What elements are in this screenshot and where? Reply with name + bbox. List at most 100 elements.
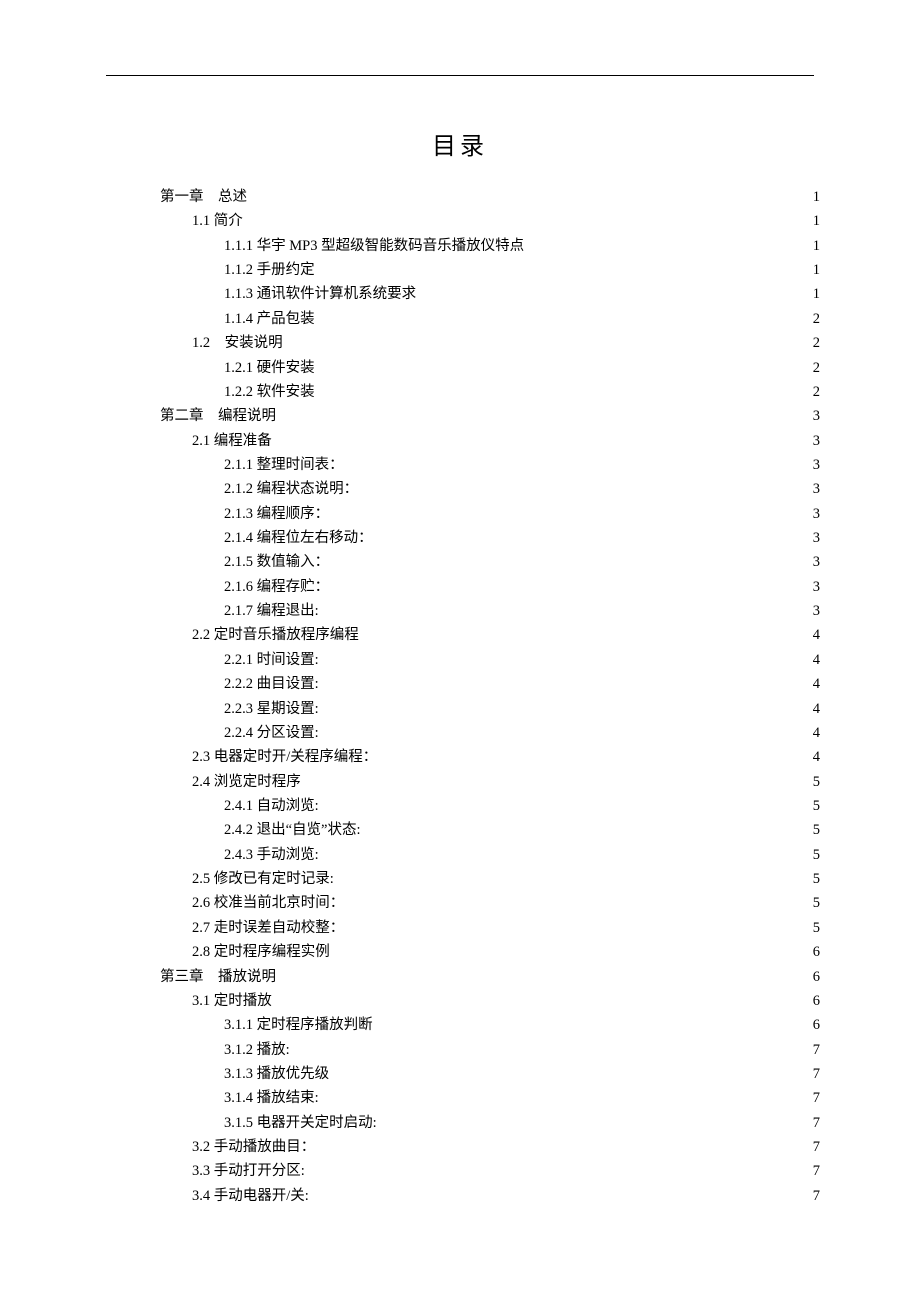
toc-entry: 2.3 电器定时开/关程序编程：4: [160, 745, 820, 769]
toc-entry: 2.7 走时误差自动校整： 5: [160, 916, 820, 940]
toc-entry-page: 7: [813, 1111, 820, 1135]
toc-entry-page: 7: [813, 1135, 820, 1159]
toc-entry-label: 2.4.1 自动浏览:: [224, 794, 319, 818]
toc-entry: 2.1.3 编程顺序： 3: [160, 502, 820, 526]
toc-entry-label: 3.1 定时播放: [192, 989, 272, 1013]
toc-entry: 2.1.7 编程退出:3: [160, 599, 820, 623]
toc-entry-label: 2.1.6 编程存贮：: [224, 575, 329, 599]
toc-entry: 2.5 修改已有定时记录:5: [160, 867, 820, 891]
toc-entry-page: 3: [813, 453, 820, 477]
toc-entry-page: 2: [813, 356, 820, 380]
toc-entry-page: 2: [813, 331, 820, 355]
toc-entry-label: 2.2.3 星期设置:: [224, 697, 319, 721]
toc-entry-page: 1: [813, 234, 820, 258]
toc-entry-label: 2.1.2 编程状态说明：: [224, 477, 358, 501]
toc-entry-page: 7: [813, 1086, 820, 1110]
toc-entry: 1.1.1 华宇 MP3 型超级智能数码音乐播放仪特点 1: [160, 234, 820, 258]
toc-entry: 1.1.4 产品包装2: [160, 307, 820, 331]
toc-entry: 2.6 校准当前北京时间：5: [160, 891, 820, 915]
toc-entry-label: 2.6 校准当前北京时间：: [192, 891, 344, 915]
toc-entry: 1.2.1 硬件安装 2: [160, 356, 820, 380]
toc-entry-label: 2.8 定时程序编程实例: [192, 940, 330, 964]
toc-entry-label: 3.4 手动电器开/关:: [192, 1184, 309, 1208]
toc-entry-page: 5: [813, 916, 820, 940]
toc-entry-label: 1.1.1 华宇 MP3 型超级智能数码音乐播放仪特点: [224, 234, 524, 258]
toc-entry: 3.4 手动电器开/关: 7: [160, 1184, 820, 1208]
toc-entry-page: 3: [813, 429, 820, 453]
toc-entry-page: 4: [813, 648, 820, 672]
toc-entry-page: 6: [813, 940, 820, 964]
toc-entry: 3.1.5 电器开关定时启动:7: [160, 1111, 820, 1135]
toc-entry-label: 1.2.2 软件安装: [224, 380, 315, 404]
toc-title: 目录: [100, 126, 820, 161]
toc-entry-page: 3: [813, 526, 820, 550]
toc-entry-label: 3.3 手动打开分区:: [192, 1159, 305, 1183]
toc-entry-page: 1: [813, 185, 820, 209]
toc-entry-label: 3.1.1 定时程序播放判断: [224, 1013, 373, 1037]
toc-entry-label: 1.1.3 通讯软件计算机系统要求: [224, 282, 416, 306]
toc-entry: 1.2.2 软件安装 2: [160, 380, 820, 404]
toc-list: 第一章 总述11.1 简介11.1.1 华宇 MP3 型超级智能数码音乐播放仪特…: [100, 185, 820, 1208]
toc-entry-label: 2.7 走时误差自动校整：: [192, 916, 344, 940]
toc-entry-label: 第一章 总述: [160, 185, 247, 209]
toc-entry-page: 7: [813, 1062, 820, 1086]
toc-entry-label: 2.4.3 手动浏览:: [224, 843, 319, 867]
toc-entry-label: 2.1.1 整理时间表：: [224, 453, 344, 477]
toc-entry: 1.2 安装说明2: [160, 331, 820, 355]
toc-entry-page: 3: [813, 502, 820, 526]
toc-entry: 2.2.1 时间设置: 4: [160, 648, 820, 672]
toc-entry-label: 2.1 编程准备: [192, 429, 272, 453]
toc-entry-page: 5: [813, 843, 820, 867]
toc-entry-label: 1.1 简介: [192, 209, 243, 233]
toc-entry-page: 4: [813, 721, 820, 745]
toc-entry: 3.1 定时播放6: [160, 989, 820, 1013]
toc-entry-page: 3: [813, 477, 820, 501]
toc-entry: 3.1.2 播放:7: [160, 1038, 820, 1062]
toc-entry: 2.2 定时音乐播放程序编程4: [160, 623, 820, 647]
toc-entry: 3.1.3 播放优先级 7: [160, 1062, 820, 1086]
toc-entry: 2.2.3 星期设置: 4: [160, 697, 820, 721]
toc-entry: 2.4 浏览定时程序5: [160, 770, 820, 794]
toc-entry-page: 6: [813, 1013, 820, 1037]
toc-entry: 2.1.5 数值输入： 3: [160, 550, 820, 574]
toc-entry-label: 3.1.2 播放:: [224, 1038, 290, 1062]
toc-entry-label: 第二章 编程说明: [160, 404, 276, 428]
toc-entry: 2.4.3 手动浏览: 5: [160, 843, 820, 867]
toc-entry-label: 第三章 播放说明: [160, 965, 276, 989]
toc-entry-label: 2.2.1 时间设置:: [224, 648, 319, 672]
toc-entry-page: 4: [813, 623, 820, 647]
toc-entry: 2.1.2 编程状态说明： 3: [160, 477, 820, 501]
toc-entry: 第二章 编程说明 3: [160, 404, 820, 428]
toc-entry: 2.2.4 分区设置:4: [160, 721, 820, 745]
toc-entry-page: 3: [813, 575, 820, 599]
toc-entry-label: 2.1.7 编程退出:: [224, 599, 319, 623]
toc-entry-label: 2.4.2 退出“自览”状态:: [224, 818, 361, 842]
toc-entry-page: 2: [813, 307, 820, 331]
toc-entry-page: 1: [813, 282, 820, 306]
toc-entry: 2.4.1 自动浏览: 5: [160, 794, 820, 818]
toc-entry-page: 5: [813, 867, 820, 891]
toc-entry-page: 2: [813, 380, 820, 404]
toc-entry: 2.1.6 编程存贮： 3: [160, 575, 820, 599]
toc-entry-page: 6: [813, 965, 820, 989]
toc-entry: 2.4.2 退出“自览”状态:5: [160, 818, 820, 842]
toc-entry: 第三章 播放说明 6: [160, 965, 820, 989]
toc-entry: 3.1.4 播放结束: 7: [160, 1086, 820, 1110]
toc-entry-label: 3.1.4 播放结束:: [224, 1086, 319, 1110]
toc-entry-label: 1.1.2 手册约定: [224, 258, 315, 282]
toc-entry-label: 3.1.3 播放优先级: [224, 1062, 329, 1086]
toc-entry-label: 2.1.4 编程位左右移动：: [224, 526, 373, 550]
toc-entry: 2.2.2 曲目设置:4: [160, 672, 820, 696]
toc-entry-label: 1.2.1 硬件安装: [224, 356, 315, 380]
toc-entry-page: 3: [813, 550, 820, 574]
toc-entry-page: 3: [813, 404, 820, 428]
toc-entry-page: 1: [813, 258, 820, 282]
toc-entry-page: 5: [813, 794, 820, 818]
toc-entry-label: 2.2.2 曲目设置:: [224, 672, 319, 696]
toc-entry-page: 7: [813, 1159, 820, 1183]
toc-entry-label: 2.1.5 数值输入：: [224, 550, 329, 574]
toc-entry: 2.1.1 整理时间表： 3: [160, 453, 820, 477]
toc-entry-page: 4: [813, 697, 820, 721]
toc-entry-page: 7: [813, 1184, 820, 1208]
toc-entry-label: 2.1.3 编程顺序：: [224, 502, 329, 526]
